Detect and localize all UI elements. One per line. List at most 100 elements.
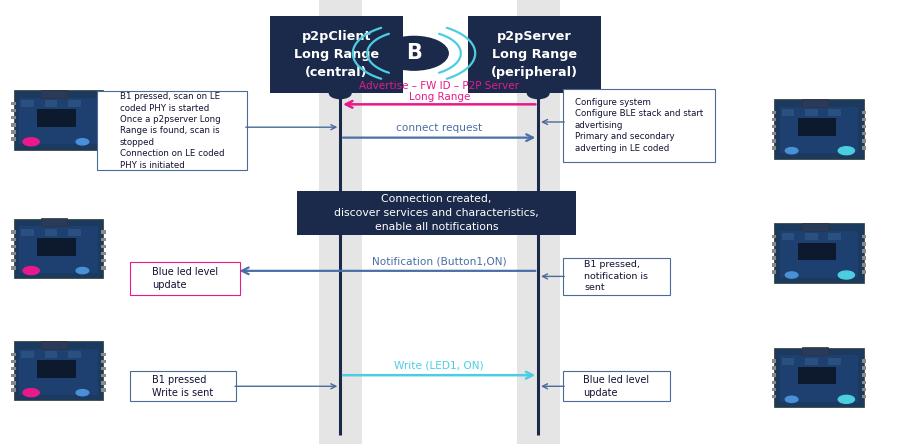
Bar — [862, 270, 866, 274]
Bar — [101, 381, 106, 385]
Bar — [11, 245, 16, 248]
Text: Blue led level
update: Blue led level update — [583, 375, 650, 398]
Bar — [772, 270, 776, 274]
Bar — [862, 111, 866, 114]
FancyBboxPatch shape — [37, 110, 76, 127]
FancyBboxPatch shape — [97, 91, 247, 170]
Bar — [11, 367, 16, 370]
FancyBboxPatch shape — [45, 351, 58, 358]
Bar — [862, 359, 866, 363]
FancyBboxPatch shape — [779, 231, 859, 278]
Bar — [772, 249, 776, 253]
Bar — [11, 116, 16, 119]
FancyBboxPatch shape — [68, 351, 81, 358]
FancyBboxPatch shape — [802, 99, 828, 107]
Circle shape — [527, 88, 549, 99]
FancyBboxPatch shape — [22, 229, 34, 236]
FancyBboxPatch shape — [781, 357, 794, 365]
FancyBboxPatch shape — [14, 90, 103, 150]
Bar — [11, 109, 16, 112]
FancyBboxPatch shape — [781, 109, 794, 116]
Bar — [772, 381, 776, 384]
Circle shape — [23, 138, 40, 146]
Text: B1 pressed, scan on LE
coded PHY is started
Once a p2pserver Long
Range is found: B1 pressed, scan on LE coded PHY is star… — [120, 92, 224, 170]
Bar — [11, 388, 16, 392]
Bar — [862, 256, 866, 260]
Bar — [862, 146, 866, 150]
FancyBboxPatch shape — [797, 119, 836, 136]
Bar — [101, 238, 106, 241]
FancyBboxPatch shape — [774, 348, 864, 407]
Bar — [101, 116, 106, 119]
Text: B: B — [406, 43, 422, 63]
Bar — [11, 252, 16, 255]
Text: Advertise – FW ID – P2P Server
Long Range: Advertise – FW ID – P2P Server Long Rang… — [359, 80, 519, 102]
Bar — [11, 381, 16, 385]
Bar — [772, 132, 776, 135]
Bar — [101, 259, 106, 262]
Circle shape — [786, 396, 798, 402]
FancyBboxPatch shape — [797, 367, 836, 385]
Circle shape — [786, 272, 798, 278]
Bar — [101, 123, 106, 127]
Bar — [862, 249, 866, 253]
FancyBboxPatch shape — [270, 16, 403, 93]
FancyBboxPatch shape — [779, 355, 859, 402]
Bar — [862, 263, 866, 267]
FancyBboxPatch shape — [45, 229, 58, 236]
Text: Connection created,
discover services and characteristics,
enable all notificati: Connection created, discover services an… — [334, 194, 539, 232]
FancyBboxPatch shape — [14, 219, 103, 278]
Bar — [772, 139, 776, 143]
Bar — [101, 266, 106, 270]
FancyBboxPatch shape — [797, 243, 836, 260]
FancyBboxPatch shape — [41, 218, 67, 226]
Bar — [101, 374, 106, 377]
Bar — [862, 125, 866, 128]
Bar — [772, 111, 776, 114]
FancyBboxPatch shape — [130, 371, 236, 401]
Bar — [772, 373, 776, 377]
Bar — [772, 235, 776, 238]
Bar — [11, 259, 16, 262]
Bar — [11, 266, 16, 270]
Bar — [862, 395, 866, 398]
Text: p2pServer
Long Range
(peripheral): p2pServer Long Range (peripheral) — [491, 30, 578, 79]
FancyBboxPatch shape — [22, 351, 34, 358]
Bar — [772, 125, 776, 128]
Bar — [862, 366, 866, 370]
FancyBboxPatch shape — [802, 223, 828, 231]
Bar — [101, 230, 106, 234]
Bar — [101, 252, 106, 255]
Bar — [772, 388, 776, 391]
FancyBboxPatch shape — [41, 90, 67, 98]
Bar — [517, 0, 560, 444]
Bar — [772, 118, 776, 121]
FancyBboxPatch shape — [829, 109, 842, 116]
Bar — [11, 130, 16, 134]
Text: Blue led level
update: Blue led level update — [152, 267, 218, 290]
Circle shape — [76, 389, 89, 396]
Bar — [11, 137, 16, 141]
FancyBboxPatch shape — [468, 16, 601, 93]
Circle shape — [23, 388, 40, 396]
FancyBboxPatch shape — [22, 100, 34, 107]
FancyBboxPatch shape — [774, 223, 864, 283]
Bar — [101, 245, 106, 248]
Circle shape — [838, 395, 854, 403]
FancyBboxPatch shape — [20, 98, 98, 144]
Bar — [11, 360, 16, 363]
Bar — [862, 118, 866, 121]
Bar — [11, 102, 16, 105]
FancyBboxPatch shape — [45, 100, 58, 107]
Bar — [862, 139, 866, 143]
Text: connect request: connect request — [396, 123, 482, 133]
Bar — [11, 123, 16, 127]
Bar — [862, 388, 866, 391]
Bar — [772, 146, 776, 150]
Circle shape — [76, 267, 89, 274]
FancyBboxPatch shape — [563, 89, 715, 162]
Bar — [772, 366, 776, 370]
FancyBboxPatch shape — [779, 107, 859, 153]
FancyBboxPatch shape — [806, 357, 818, 365]
FancyBboxPatch shape — [774, 99, 864, 159]
